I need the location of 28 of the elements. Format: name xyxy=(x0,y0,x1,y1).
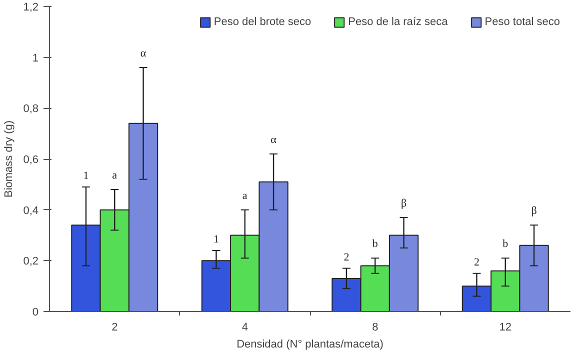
y-tick-label: 1 xyxy=(32,52,39,64)
x-tick-label: 12 xyxy=(499,322,512,334)
y-axis-title: Biomass dry (g) xyxy=(3,120,16,198)
y-tick-label: 0,8 xyxy=(23,103,39,116)
annotation: 2 xyxy=(474,256,480,268)
annotation: β xyxy=(531,205,538,218)
annotation: a xyxy=(242,190,248,202)
annotation: a xyxy=(112,170,118,182)
annotation: β xyxy=(400,197,407,210)
annotation: 2 xyxy=(344,251,350,264)
legend-label: Peso total seco xyxy=(484,16,560,28)
annotation: b xyxy=(372,238,378,250)
x-tick-label: 8 xyxy=(372,322,378,334)
legend-label: Peso de la raíz seca xyxy=(348,16,448,28)
x-axis-title: Densidad (N° plantas/maceta) xyxy=(236,338,384,350)
x-tick-label: 2 xyxy=(112,322,118,334)
annotation: 1 xyxy=(213,234,219,246)
y-tick-label: 0,2 xyxy=(23,256,39,268)
x-tick-label: 4 xyxy=(242,322,248,334)
annotation: b xyxy=(502,238,509,250)
annotation: α xyxy=(140,48,146,60)
y-tick-label: 0 xyxy=(32,306,39,318)
legend-label: Peso del brote seco xyxy=(214,16,312,28)
y-tick-label: 1,2 xyxy=(23,2,39,14)
annotation: α xyxy=(270,134,277,146)
y-tick-label: 0,6 xyxy=(23,154,39,166)
y-tick-label: 0,4 xyxy=(23,204,39,217)
annotation: 1 xyxy=(83,170,89,182)
